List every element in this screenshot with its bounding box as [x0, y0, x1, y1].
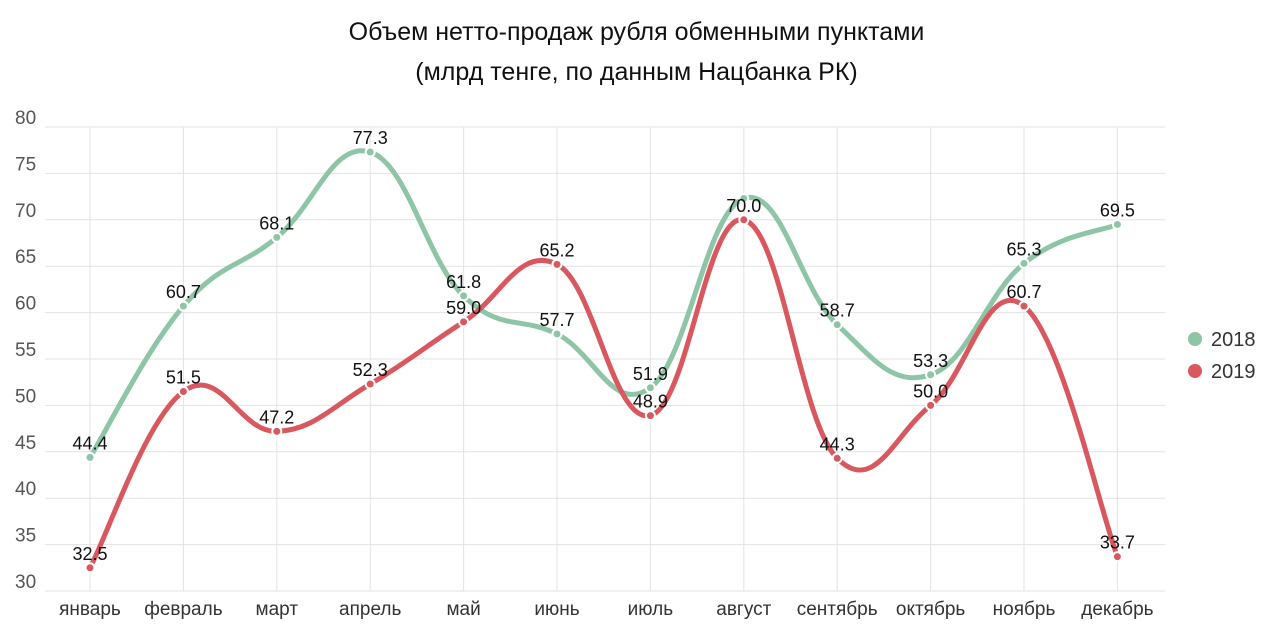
y-tick-label: 65: [15, 247, 36, 268]
y-tick-label: 80: [15, 108, 36, 129]
data-label-2019: 59.0: [446, 298, 481, 318]
x-tick-label: февраль: [144, 599, 223, 620]
legend-label: 2018: [1211, 329, 1256, 351]
chart-title: Объем нетто-продаж рубля обменными пункт…: [348, 18, 925, 46]
data-label-2018: 69.5: [1100, 200, 1135, 220]
y-tick-label: 35: [15, 526, 36, 547]
data-label-2019: 52.3: [353, 360, 388, 380]
data-label-2018: 77.3: [353, 128, 388, 148]
data-point-2018: [738, 192, 750, 204]
data-label-2019: 70.0: [726, 196, 761, 216]
data-label-2018: 61.8: [446, 272, 481, 292]
x-tick-label: май: [446, 599, 480, 620]
chart-subtitle: (млрд тенге, по данным Нацбанка РК): [415, 58, 858, 86]
data-label-2018: 68.1: [259, 213, 294, 233]
data-point-2018: [644, 382, 656, 394]
x-tick-label: январь: [59, 599, 121, 620]
y-tick-label: 55: [15, 340, 36, 361]
data-label-2018: 44.4: [72, 433, 107, 453]
data-point-2018: [1018, 257, 1030, 269]
legend-label: 2019: [1211, 361, 1256, 383]
y-tick-label: 75: [15, 154, 36, 175]
data-point-2018: [458, 290, 470, 302]
data-point-2018: [831, 319, 843, 331]
data-point-2019: [364, 378, 376, 390]
data-point-2018: [364, 146, 376, 158]
x-tick-label: октябрь: [896, 599, 966, 620]
data-point-2019: [271, 425, 283, 437]
data-label-2019: 60.7: [1006, 282, 1041, 302]
data-point-2019: [738, 214, 750, 226]
legend-marker-2018: [1188, 332, 1202, 346]
data-label-2018: 51.9: [633, 364, 668, 384]
data-point-2018: [925, 369, 937, 381]
x-tick-label: июль: [628, 599, 674, 620]
y-tick-label: 50: [15, 386, 36, 407]
series-line-2018: [87, 148, 1120, 460]
data-point-2018: [271, 231, 283, 243]
legend-marker-2019: [1188, 364, 1202, 378]
data-label-2018: 60.7: [166, 282, 201, 302]
data-label-2019: 51.5: [166, 367, 201, 387]
x-tick-label: июнь: [534, 599, 579, 620]
data-label-2019: 32.5: [72, 544, 107, 564]
x-tick-label: сентябрь: [797, 599, 878, 620]
data-label-2018: 58.7: [820, 301, 855, 321]
data-label-2019: 48.9: [633, 392, 668, 412]
data-point-2019: [177, 385, 189, 397]
data-label-2018: 65.3: [1006, 239, 1041, 259]
data-label-2019: 50.0: [913, 381, 948, 401]
x-tick-label: декабрь: [1081, 599, 1153, 620]
data-label-2018: 53.3: [913, 351, 948, 371]
data-label-2019: 33.7: [1100, 533, 1135, 553]
data-point-2019: [1111, 551, 1123, 563]
data-point-2018: [551, 328, 563, 340]
data-point-2019: [831, 452, 843, 464]
y-tick-label: 60: [15, 294, 36, 315]
y-tick-label: 30: [15, 572, 36, 593]
data-point-2018: [177, 300, 189, 312]
data-point-2019: [458, 316, 470, 328]
x-tick-label: ноябрь: [993, 599, 1056, 620]
data-label-2019: 47.2: [259, 407, 294, 427]
y-tick-label: 70: [15, 201, 36, 222]
data-point-2019: [84, 562, 96, 574]
data-point-2019: [1018, 300, 1030, 312]
data-point-2019: [551, 258, 563, 270]
x-tick-label: август: [716, 599, 771, 620]
x-tick-label: апрель: [339, 599, 401, 620]
y-tick-label: 45: [15, 433, 36, 454]
x-tick-label: март: [256, 599, 299, 620]
y-tick-label: 40: [15, 479, 36, 500]
series-line-2019: [87, 217, 1120, 571]
data-label-2018: 57.7: [539, 310, 574, 330]
data-point-2018: [1111, 218, 1123, 230]
data-point-2019: [644, 410, 656, 422]
data-point-2019: [925, 399, 937, 411]
data-label-2019: 44.3: [820, 434, 855, 454]
data-label-2019: 65.2: [539, 240, 574, 260]
data-point-2018: [84, 451, 96, 463]
